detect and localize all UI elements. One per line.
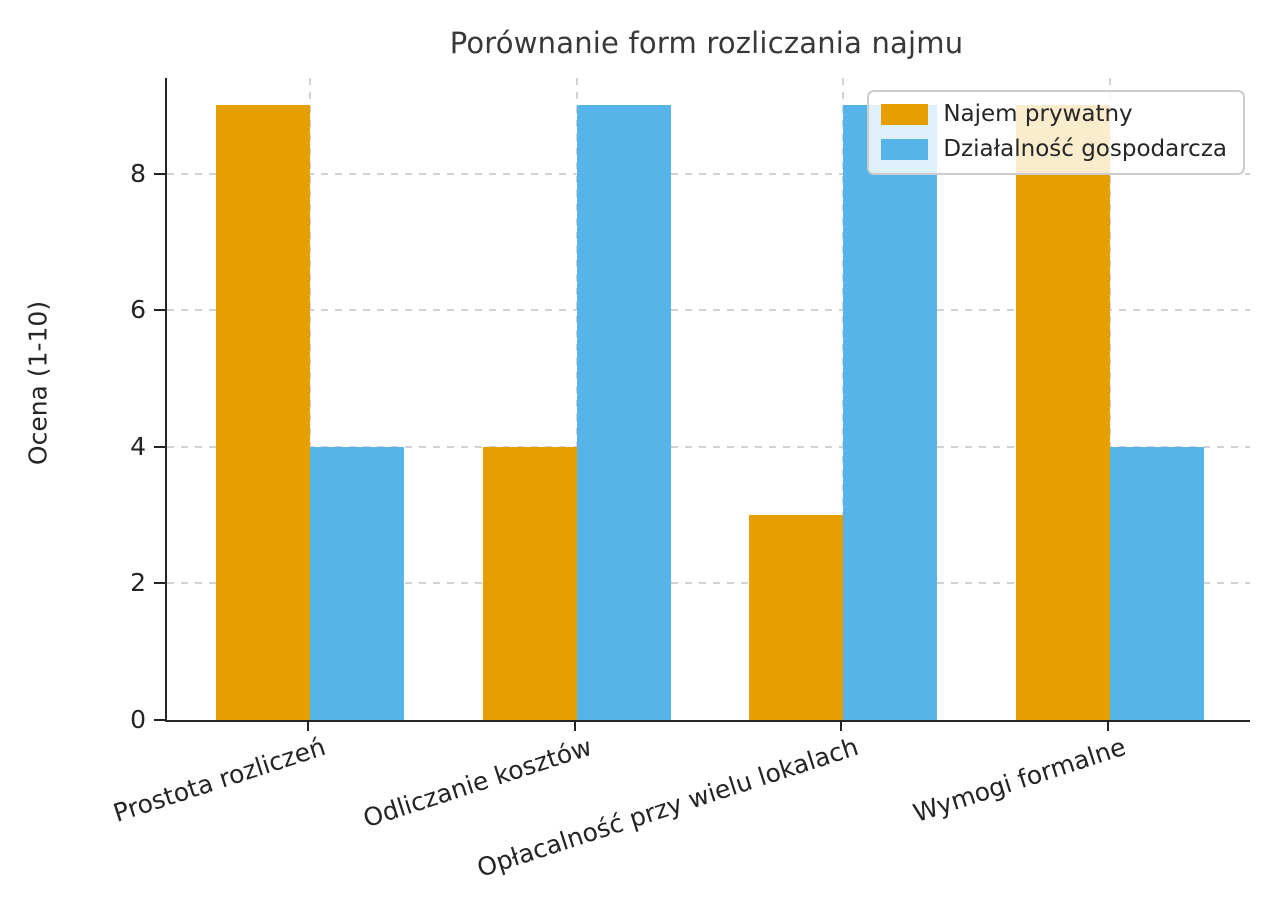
x-tick-mark-prostota-rozliczen	[307, 720, 309, 731]
y-tick-mark-4	[154, 445, 165, 448]
x-tick-label-prostota-rozliczen: Prostota rozliczeń	[109, 732, 329, 828]
bar-najem-prywatny-odliczanie-kosztow	[482, 446, 577, 720]
bar-najem-prywatny-wymogi-formalne	[1015, 105, 1110, 720]
bar-dzialalnosc-gospodarcza-odliczanie-kosztow	[576, 105, 671, 720]
x-tick-label-wymogi-formalne: Wymogi formalne	[909, 732, 1129, 828]
bar-dzialalnosc-gospodarcza-prostota-rozliczen	[310, 446, 404, 720]
y-tick-mark-2	[154, 582, 165, 585]
x-tick-mark-odliczanie-kosztow	[573, 720, 576, 731]
legend-item-dzialalnosc-gospodarcza: Działalność gospodarcza	[881, 136, 1227, 162]
chart-title: Porównanie form rozliczania najmu	[449, 26, 964, 60]
bar-najem-prywatny-oplacalnosc-przy-wielu-lokalach	[749, 515, 844, 720]
legend-swatch-najem-prywatny	[881, 103, 929, 125]
legend-label-dzialalnosc-gospodarcza: Działalność gospodarcza	[943, 136, 1227, 162]
y-tick-label-0: 0	[130, 705, 146, 734]
y-tick-label-8: 8	[130, 158, 146, 188]
gridline-h-4	[167, 445, 1250, 448]
y-tick-mark-0	[154, 719, 165, 721]
y-axis-label: Ocena (1-10)	[23, 300, 53, 466]
bar-najem-prywatny-prostota-rozliczen	[216, 105, 310, 720]
legend-label-najem-prywatny: Najem prywatny	[943, 101, 1133, 127]
x-tick-label-odliczanie-kosztow: Odliczanie kosztów	[359, 732, 596, 834]
gridline-v-prostota-rozliczen	[309, 78, 311, 720]
gridline-h-6	[167, 309, 1250, 312]
legend-swatch-dzialalnosc-gospodarcza	[881, 138, 929, 160]
gridline-h-8	[167, 172, 1250, 175]
bar-dzialalnosc-gospodarcza-wymogi-formalne	[1109, 446, 1204, 720]
y-tick-label-6: 6	[130, 295, 146, 325]
gridline-h-2	[167, 582, 1250, 585]
x-tick-mark-oplacalnosc-przy-wielu-lokalach	[840, 720, 843, 731]
y-tick-mark-8	[154, 172, 165, 175]
bar-dzialalnosc-gospodarcza-oplacalnosc-przy-wielu-lokalach	[843, 105, 938, 720]
y-tick-mark-6	[154, 309, 165, 312]
plot-area: Najem prywatny Działalność gospodarcza	[165, 78, 1250, 722]
gridline-v-wymogi-formalne	[1108, 78, 1111, 720]
y-tick-label-2: 2	[130, 568, 146, 598]
x-tick-mark-wymogi-formalne	[1106, 720, 1109, 731]
y-tick-label-4: 4	[130, 431, 146, 461]
legend-item-najem-prywatny: Najem prywatny	[881, 101, 1227, 127]
legend: Najem prywatny Działalność gospodarcza	[867, 90, 1245, 175]
